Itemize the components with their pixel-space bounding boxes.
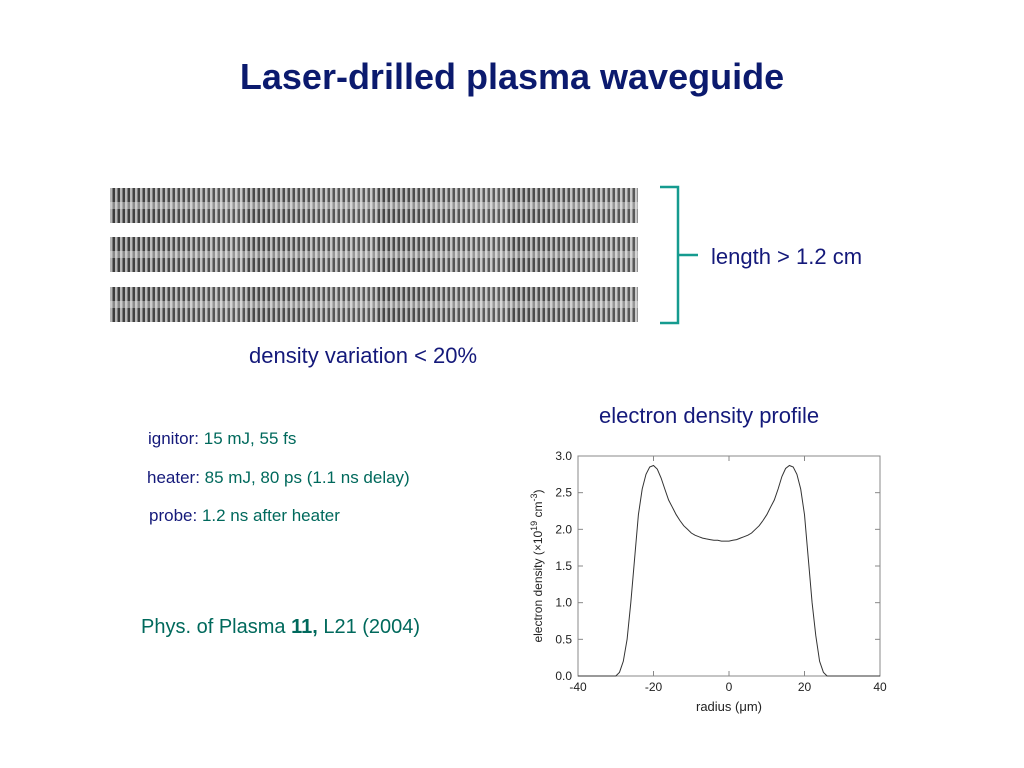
chart-title: electron density profile bbox=[599, 403, 820, 428]
param-label: heater: bbox=[147, 468, 200, 487]
waveguide-image-3 bbox=[110, 287, 638, 322]
length-label: length > 1.2 cm bbox=[711, 244, 863, 269]
citation-page: L21 (2004) bbox=[323, 616, 421, 638]
citation-journal: Phys. of Plasma bbox=[141, 616, 286, 638]
y-tick-label: 1.5 bbox=[555, 559, 572, 573]
slide-title: Laser-drilled plasma waveguide bbox=[239, 56, 785, 97]
y-tick-label: 2.5 bbox=[555, 486, 572, 500]
plot-frame bbox=[577, 455, 881, 677]
x-tick-label: 20 bbox=[798, 680, 812, 694]
length-bracket-icon bbox=[660, 185, 698, 325]
x-axis-label: radius (μm) bbox=[696, 699, 762, 714]
param-label: probe: bbox=[149, 506, 198, 525]
y-axis-label: electron density (×1019 cm-3) bbox=[529, 489, 545, 642]
citation: Phys. of Plasma 11, L21 (2004) bbox=[141, 616, 420, 639]
x-tick-label: 0 bbox=[726, 680, 733, 694]
electron-density-chart: -40 -20 0 20 40 0.0 0.5 1.0 1.5 2.0 2.5 3.0 radius … bbox=[529, 449, 887, 714]
x-tick-label: -40 bbox=[569, 680, 587, 694]
param-value: 1.2 ns after heater bbox=[201, 506, 340, 525]
density-variation-label: density variation < 20% bbox=[249, 343, 478, 368]
y-tick-label: 1.0 bbox=[555, 596, 572, 610]
param-heater: heater: 85 mJ, 80 ps (1.1 ns delay) bbox=[147, 468, 410, 488]
density-curve bbox=[578, 464, 880, 677]
waveguide-image-2 bbox=[110, 237, 638, 272]
param-value: 85 mJ, 80 ps (1.1 ns delay) bbox=[204, 468, 410, 487]
y-tick-label: 0.5 bbox=[555, 632, 572, 646]
citation-volume: 11, bbox=[291, 616, 318, 638]
y-tick-label: 2.0 bbox=[555, 522, 572, 536]
param-probe: probe: 1.2 ns after heater bbox=[149, 506, 340, 526]
x-tick-label: -20 bbox=[645, 680, 663, 694]
waveguide-image-1 bbox=[110, 188, 638, 223]
y-tick-label: 3.0 bbox=[555, 449, 572, 463]
y-tick-label: 0.0 bbox=[555, 669, 572, 683]
param-ignitor: ignitor: 15 mJ, 55 fs bbox=[148, 429, 296, 449]
param-value: 15 mJ, 55 fs bbox=[203, 429, 297, 448]
x-tick-label: 40 bbox=[873, 680, 887, 694]
param-label: ignitor: bbox=[148, 429, 200, 448]
